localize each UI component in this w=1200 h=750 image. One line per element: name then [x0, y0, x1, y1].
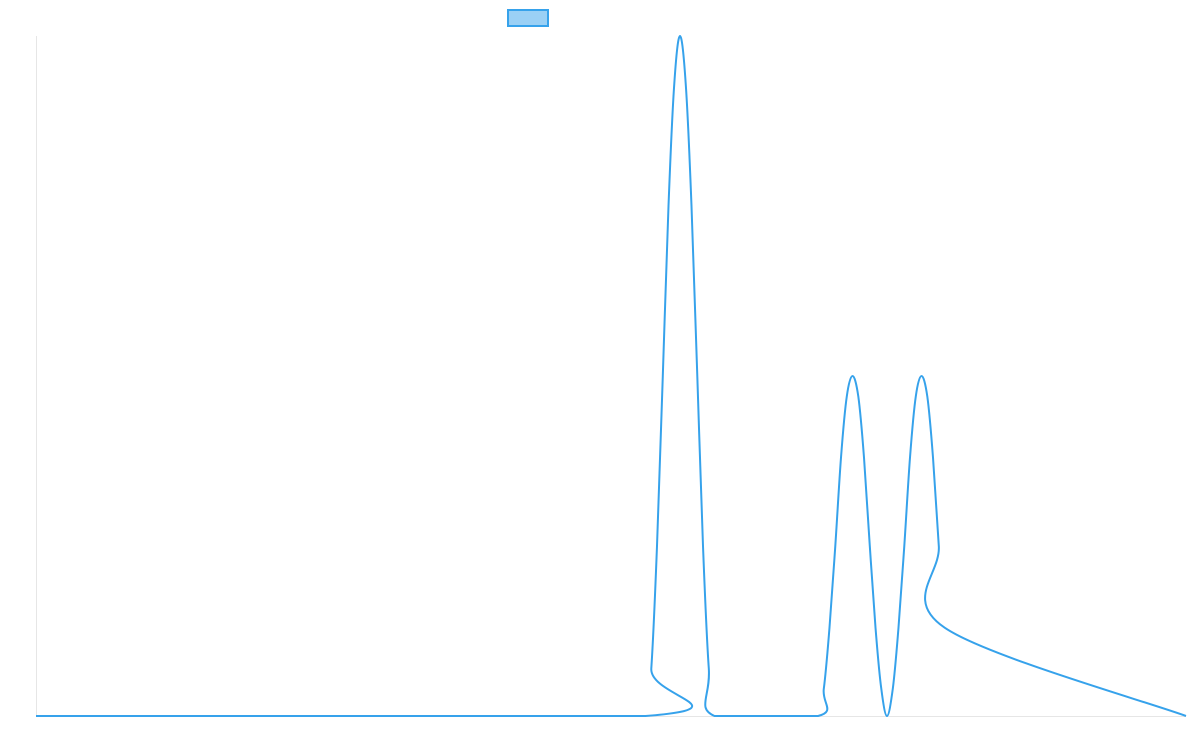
legend-swatch[interactable]	[507, 9, 549, 27]
series-line-0[interactable]	[36, 35, 1187, 718]
series-layer	[36, 35, 1187, 718]
